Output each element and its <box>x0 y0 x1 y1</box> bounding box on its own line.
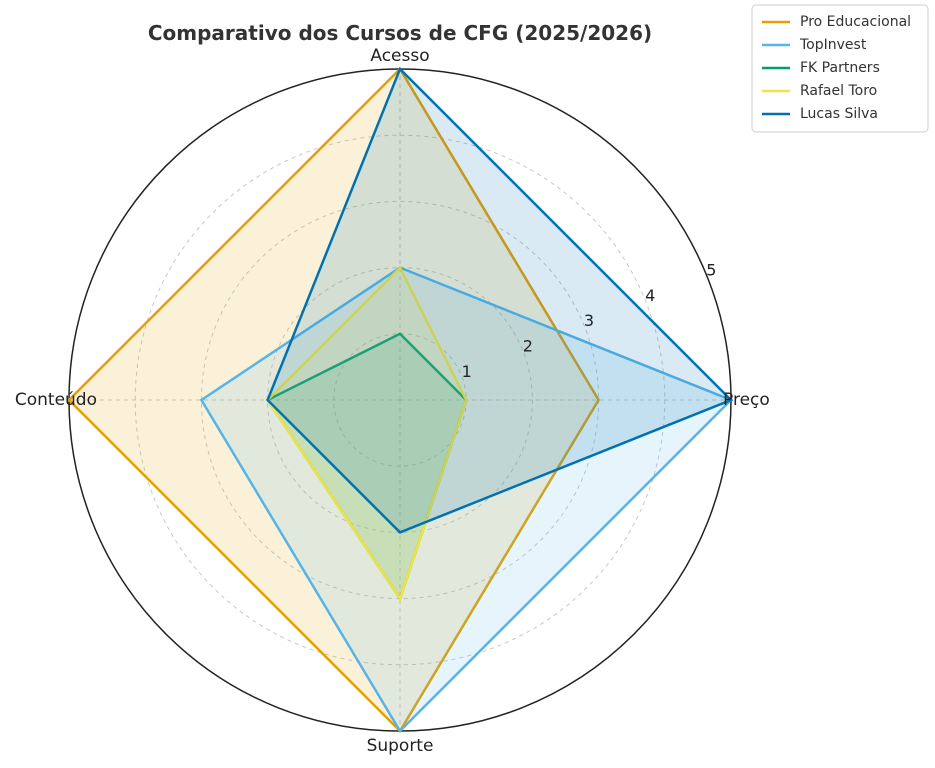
radar-tick-label: 3 <box>584 311 594 330</box>
legend-entry: TopInvest <box>799 37 867 53</box>
radar-grid-ring <box>267 267 533 533</box>
radar-axis-label: Acesso <box>370 46 429 66</box>
radar-axis-label: Conteúdo <box>15 390 97 410</box>
radar-tick-label: 1 <box>462 362 472 381</box>
radar-labels: 1 2 3 4 5 Preço Acesso Conteúdo Suporte <box>15 46 770 756</box>
legend-entry: Rafael Toro <box>800 83 877 99</box>
radar-tick-label: 2 <box>523 337 533 356</box>
radar-tick-label: 5 <box>706 261 716 280</box>
legend: Pro Educacional TopInvest FK Partners Rafae… <box>751 4 929 133</box>
radar-series-topinvest <box>199 266 734 734</box>
legend-entry: Lucas Silva <box>800 106 878 122</box>
legend-box <box>751 4 929 133</box>
radar-series <box>67 66 734 734</box>
radar-axis-label: Suporte <box>367 736 434 756</box>
radar-tick-label: 4 <box>645 286 655 305</box>
legend-entry: FK Partners <box>800 60 880 76</box>
radar-series-pro-educacional <box>67 66 601 734</box>
chart-title: Comparativo dos Cursos de CFG (2025/2026… <box>148 21 652 45</box>
radar-series-lucas-silva <box>266 66 734 534</box>
radar-axis-label: Preço <box>723 390 770 410</box>
legend-entry: Pro Educacional <box>800 14 911 30</box>
